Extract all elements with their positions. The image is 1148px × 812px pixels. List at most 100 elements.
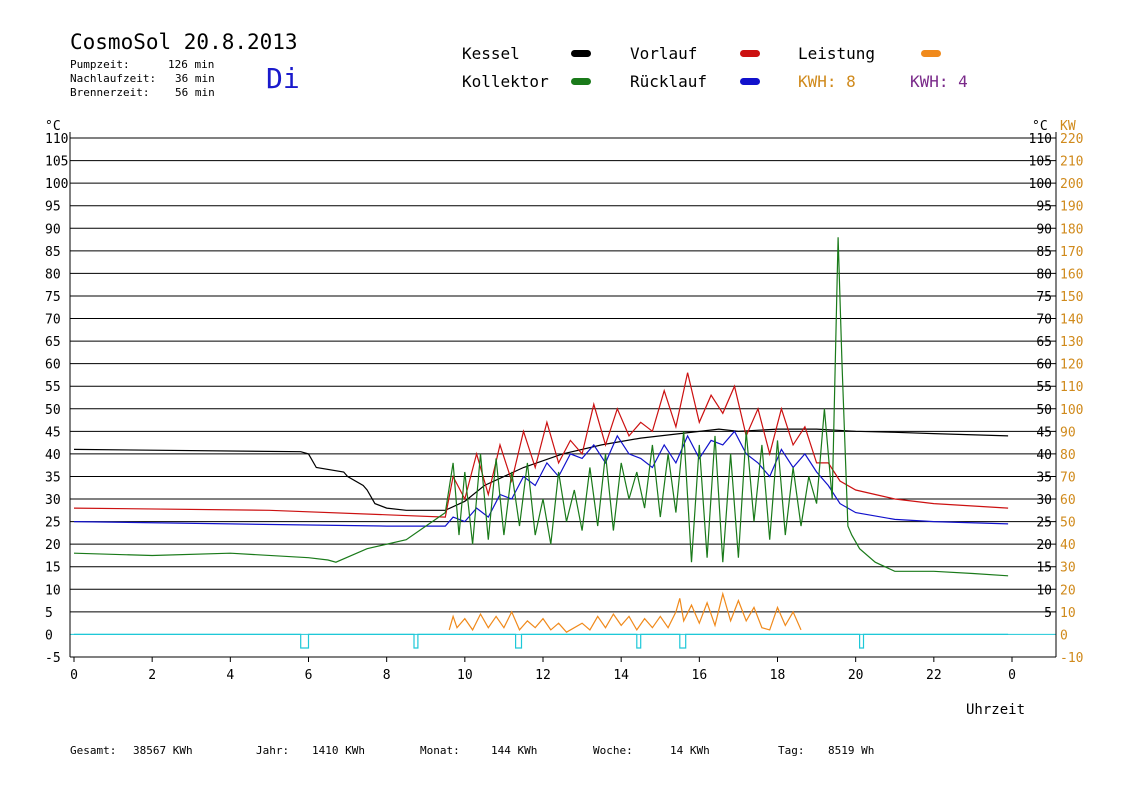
footer-gesamt-label: Gesamt: <box>70 744 117 757</box>
nachlaufzeit-value: 36 min <box>175 72 215 85</box>
y-tick-kw: 140 <box>1060 313 1083 328</box>
y-tick-kw: 160 <box>1060 267 1083 282</box>
y-tick-left: 105 <box>45 155 68 170</box>
y-tick-right: 15 <box>1036 561 1052 576</box>
y-tick-left: 95 <box>45 200 61 215</box>
legend-kessel-swatch <box>571 50 591 57</box>
x-tick-label: 16 <box>692 668 708 683</box>
y-tick-kw: 0 <box>1060 628 1068 643</box>
legend-leistung-label: Leistung <box>798 44 876 63</box>
y-tick-kw: 130 <box>1060 335 1083 350</box>
y-tick-kw: 80 <box>1060 448 1076 463</box>
y-axis-unit-right: °C <box>1032 119 1048 134</box>
y-tick-right: 85 <box>1036 245 1052 260</box>
x-tick-label: 14 <box>613 668 629 683</box>
y-tick-left: 45 <box>45 425 61 440</box>
y-tick-kw: 190 <box>1060 200 1083 215</box>
legend-leistung-swatch <box>921 50 941 57</box>
y-tick-kw: 90 <box>1060 425 1076 440</box>
y-tick-left: 90 <box>45 222 61 237</box>
y-tick-kw: 120 <box>1060 358 1083 373</box>
legend-ruecklauf-label: Rücklauf <box>630 72 708 91</box>
series-line-kollektor <box>73 237 1009 577</box>
y-tick-right: 45 <box>1036 425 1052 440</box>
y-tick-right: 25 <box>1036 516 1052 531</box>
y-tick-kw: 220 <box>1060 132 1083 147</box>
y-tick-left: 50 <box>45 403 61 418</box>
y-tick-right: 65 <box>1036 335 1052 350</box>
x-tick-label: 8 <box>383 668 391 683</box>
y-tick-kw: 70 <box>1060 470 1076 485</box>
y-tick-left: 65 <box>45 335 61 350</box>
x-axis-title: Uhrzeit <box>966 702 1026 718</box>
brennerzeit-label: Brennerzeit: <box>70 86 150 99</box>
brennerzeit-value: 56 min <box>175 86 215 99</box>
series-line-kessel <box>73 428 1009 511</box>
y-tick-right: 70 <box>1036 313 1052 328</box>
footer-monat-label: Monat: <box>420 744 460 757</box>
y-tick-right: 20 <box>1036 538 1052 553</box>
series-line-vorlauf <box>73 372 1009 518</box>
legend-kwh-1: KWH: 8 <box>798 72 856 91</box>
legend-ruecklauf-swatch <box>740 78 760 85</box>
y-tick-left: 110 <box>45 132 68 147</box>
footer-gesamt-value: 38567 KWh <box>133 744 193 757</box>
footer-monat-value: 144 KWh <box>491 744 538 757</box>
footer-woche-label: Woche: <box>593 744 633 757</box>
footer-tag-label: Tag: <box>778 744 805 757</box>
x-tick-label: 20 <box>848 668 864 683</box>
y-tick-right: 80 <box>1036 267 1052 282</box>
x-tick-label: 10 <box>457 668 473 683</box>
y-tick-right: 90 <box>1036 222 1052 237</box>
x-tick-label: 18 <box>770 668 786 683</box>
y-tick-right: 55 <box>1036 380 1052 395</box>
y-tick-right: 60 <box>1036 358 1052 373</box>
x-tick-label: 22 <box>926 668 942 683</box>
y-tick-kw: 110 <box>1060 380 1083 395</box>
y-tick-kw: 100 <box>1060 403 1083 418</box>
y-tick-right: 30 <box>1036 493 1052 508</box>
y-tick-left: 40 <box>45 448 61 463</box>
y-tick-kw: 10 <box>1060 606 1076 621</box>
x-tick-label: 0 <box>70 668 78 683</box>
x-tick-label: 12 <box>535 668 551 683</box>
y-tick-kw: 210 <box>1060 155 1083 170</box>
y-tick-right: 95 <box>1036 200 1052 215</box>
y-tick-left: 80 <box>45 267 61 282</box>
y-tick-left: 60 <box>45 358 61 373</box>
x-tick-label: 2 <box>148 668 156 683</box>
y-tick-right: 105 <box>1029 155 1052 170</box>
legend-kwh-2: KWH: 4 <box>910 72 968 91</box>
y-tick-kw: 50 <box>1060 516 1076 531</box>
y-tick-left: 10 <box>45 583 61 598</box>
y-tick-left: 30 <box>45 493 61 508</box>
y-tick-right: 50 <box>1036 403 1052 418</box>
y-tick-left: 5 <box>45 606 53 621</box>
y-tick-right: 10 <box>1036 583 1052 598</box>
y-tick-left: 55 <box>45 380 61 395</box>
y-tick-right: 110 <box>1029 132 1052 147</box>
pumpzeit-label: Pumpzeit: <box>70 58 130 71</box>
legend-vorlauf-swatch <box>740 50 760 57</box>
y-tick-left: 15 <box>45 561 61 576</box>
y-tick-kw: 200 <box>1060 177 1083 192</box>
y-tick-left: 100 <box>45 177 68 192</box>
nachlaufzeit-label: Nachlaufzeit: <box>70 72 157 85</box>
y-tick-left: 75 <box>45 290 61 305</box>
y-tick-right: 100 <box>1029 177 1052 192</box>
footer-woche-value: 14 KWh <box>670 744 710 757</box>
pumpzeit-value: 126 min <box>168 58 215 71</box>
y-tick-right: 35 <box>1036 470 1052 485</box>
x-tick-label: 4 <box>226 668 234 683</box>
y-axis-unit-left: °C <box>45 119 61 134</box>
footer-jahr-label: Jahr: <box>256 744 290 757</box>
y-tick-left: 35 <box>45 470 61 485</box>
chart-title: CosmoSol 20.8.2013 <box>70 30 298 54</box>
y-tick-kw: 20 <box>1060 583 1076 598</box>
y-tick-kw: -10 <box>1060 651 1083 666</box>
y-tick-left: 0 <box>45 628 53 643</box>
series-line-leistung <box>448 591 802 633</box>
y-tick-left: 20 <box>45 538 61 553</box>
y-tick-left: -5 <box>45 651 61 666</box>
